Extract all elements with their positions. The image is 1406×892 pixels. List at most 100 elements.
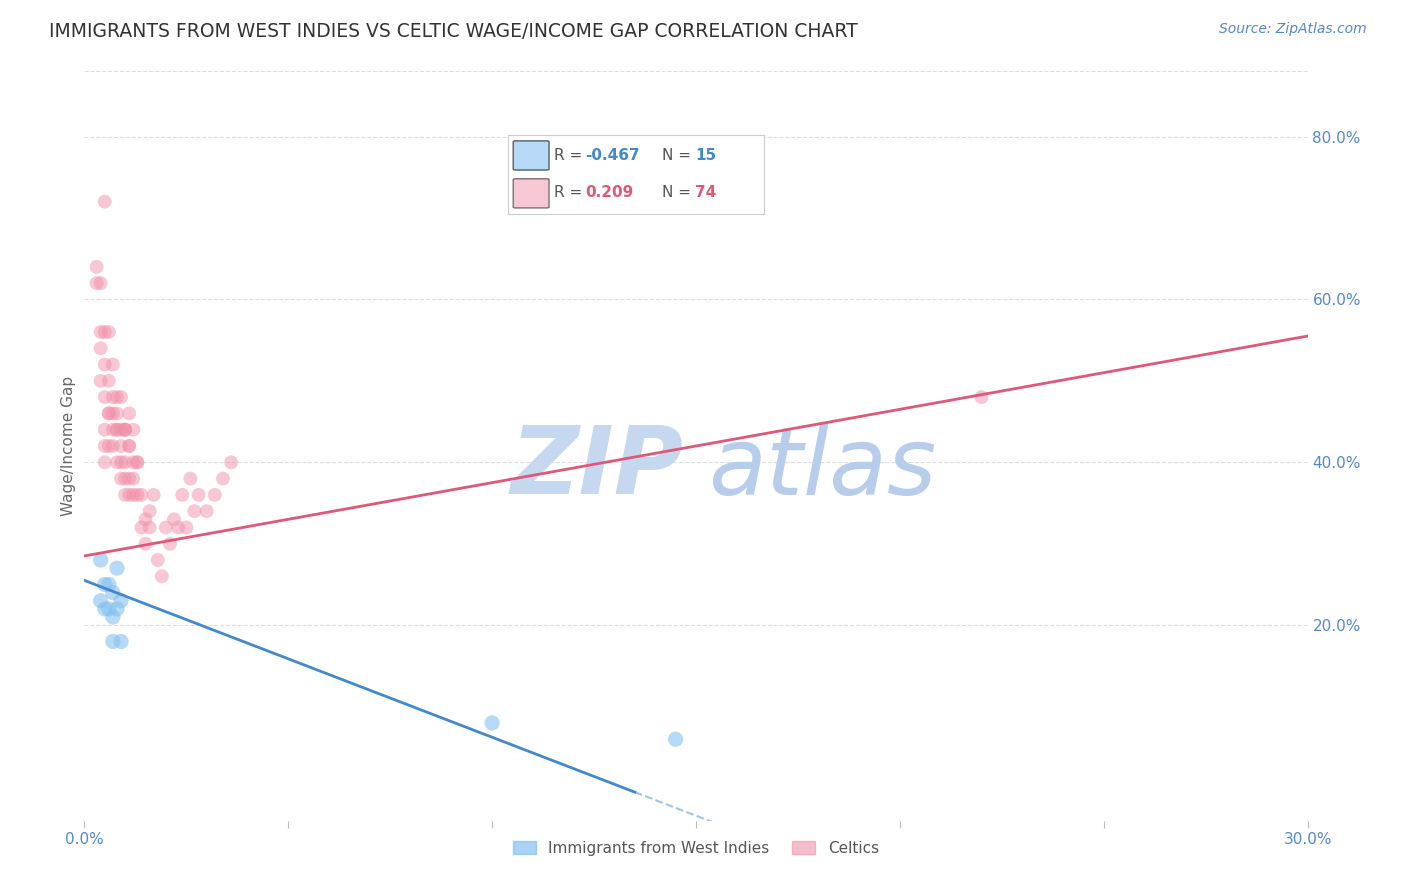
- Point: [135, 537, 157, 551]
- Point: [131, 488, 153, 502]
- Point: [114, 423, 136, 437]
- Text: 0.209: 0.209: [585, 186, 633, 201]
- Point: [93, 423, 115, 437]
- Point: [105, 561, 128, 575]
- Point: [97, 325, 120, 339]
- FancyBboxPatch shape: [513, 178, 550, 208]
- Point: [122, 455, 145, 469]
- Point: [110, 455, 132, 469]
- Point: [93, 325, 115, 339]
- Point: [131, 520, 153, 534]
- Point: [93, 602, 115, 616]
- Point: [110, 439, 132, 453]
- Point: [195, 504, 218, 518]
- Text: ZIP: ZIP: [510, 423, 683, 515]
- Point: [970, 390, 993, 404]
- Point: [105, 455, 128, 469]
- Text: -0.467: -0.467: [585, 147, 640, 162]
- Point: [101, 390, 124, 404]
- Point: [97, 439, 120, 453]
- Legend: Immigrants from West Indies, Celtics: Immigrants from West Indies, Celtics: [508, 834, 884, 862]
- Text: R =: R =: [554, 186, 592, 201]
- Point: [179, 472, 201, 486]
- Point: [93, 390, 115, 404]
- Point: [93, 455, 115, 469]
- Point: [110, 390, 132, 404]
- Point: [135, 512, 157, 526]
- Point: [97, 577, 120, 591]
- Point: [90, 374, 112, 388]
- Point: [110, 423, 132, 437]
- Point: [167, 520, 190, 534]
- Point: [118, 406, 141, 420]
- Point: [93, 577, 115, 591]
- Point: [101, 439, 124, 453]
- Point: [127, 455, 149, 469]
- Point: [101, 423, 124, 437]
- Point: [97, 602, 120, 616]
- Point: [86, 276, 108, 290]
- Point: [90, 276, 112, 290]
- Point: [105, 423, 128, 437]
- Point: [93, 194, 115, 209]
- Y-axis label: Wage/Income Gap: Wage/Income Gap: [60, 376, 76, 516]
- Point: [101, 585, 124, 599]
- Point: [86, 260, 108, 274]
- Text: 74: 74: [695, 186, 716, 201]
- Point: [118, 472, 141, 486]
- Point: [122, 472, 145, 486]
- Point: [187, 488, 209, 502]
- Point: [138, 520, 160, 534]
- Point: [127, 488, 149, 502]
- Point: [101, 406, 124, 420]
- Point: [110, 472, 132, 486]
- Point: [110, 593, 132, 607]
- Point: [118, 439, 141, 453]
- Point: [114, 455, 136, 469]
- Text: N =: N =: [662, 186, 696, 201]
- Point: [159, 537, 181, 551]
- Text: R =: R =: [554, 147, 588, 162]
- Point: [93, 358, 115, 372]
- Point: [105, 406, 128, 420]
- Point: [105, 602, 128, 616]
- Point: [90, 553, 112, 567]
- Point: [93, 439, 115, 453]
- Point: [183, 504, 205, 518]
- Point: [110, 634, 132, 648]
- Point: [105, 390, 128, 404]
- Point: [204, 488, 226, 502]
- Point: [114, 423, 136, 437]
- Text: Source: ZipAtlas.com: Source: ZipAtlas.com: [1219, 22, 1367, 37]
- Point: [174, 520, 197, 534]
- Point: [172, 488, 194, 502]
- Text: N =: N =: [662, 147, 696, 162]
- Point: [163, 512, 186, 526]
- Point: [118, 439, 141, 453]
- Point: [155, 520, 177, 534]
- Point: [114, 488, 136, 502]
- Point: [146, 553, 169, 567]
- Point: [665, 732, 688, 747]
- Point: [101, 634, 124, 648]
- Point: [127, 455, 149, 469]
- Point: [101, 610, 124, 624]
- Point: [90, 341, 112, 355]
- Point: [122, 488, 145, 502]
- Text: IMMIGRANTS FROM WEST INDIES VS CELTIC WAGE/INCOME GAP CORRELATION CHART: IMMIGRANTS FROM WEST INDIES VS CELTIC WA…: [49, 22, 858, 41]
- Text: 15: 15: [695, 147, 716, 162]
- Point: [142, 488, 165, 502]
- Point: [481, 715, 503, 730]
- Point: [97, 406, 120, 420]
- Point: [105, 423, 128, 437]
- Point: [114, 423, 136, 437]
- Point: [97, 406, 120, 420]
- Point: [114, 472, 136, 486]
- Point: [122, 423, 145, 437]
- Point: [219, 455, 242, 469]
- Point: [101, 358, 124, 372]
- Point: [90, 325, 112, 339]
- Point: [150, 569, 173, 583]
- FancyBboxPatch shape: [513, 141, 550, 170]
- Point: [118, 488, 141, 502]
